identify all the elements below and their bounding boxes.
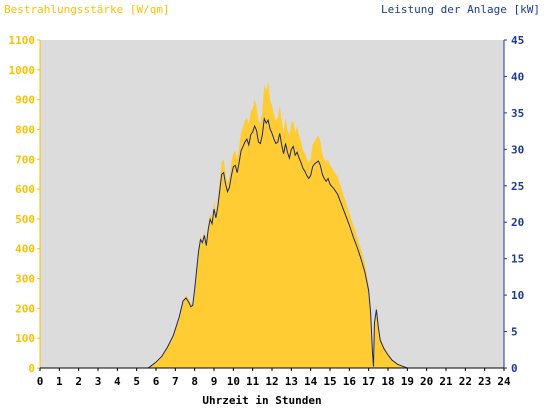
- x-tick-label: 19: [401, 375, 414, 388]
- x-tick-label: 24: [497, 375, 511, 388]
- left-tick-label: 900: [15, 94, 35, 107]
- right-axis-title: Leistung der Anlage [kW]: [381, 3, 540, 16]
- irradiance-area: [40, 81, 504, 368]
- x-tick-label: 22: [459, 375, 472, 388]
- right-tick-label: 20: [511, 216, 524, 229]
- left-tick-label: 500: [15, 213, 35, 226]
- right-tick-label: 15: [511, 253, 524, 266]
- right-tick-label: 40: [511, 70, 524, 83]
- x-tick-label: 7: [172, 375, 179, 388]
- left-tick-label: 100: [15, 332, 35, 345]
- x-tick-label: 1: [56, 375, 63, 388]
- x-tick-label: 0: [37, 375, 44, 388]
- left-tick-label: 300: [15, 273, 35, 286]
- x-tick-label: 16: [343, 375, 357, 388]
- left-tick-label: 200: [15, 302, 35, 315]
- left-tick-label: 400: [15, 243, 35, 256]
- right-tick-label: 10: [511, 289, 524, 302]
- right-tick-label: 35: [511, 107, 524, 120]
- x-tick-label: 8: [191, 375, 198, 388]
- right-tick-label: 30: [511, 143, 524, 156]
- right-tick-label: 5: [511, 326, 518, 339]
- right-tick-label: 0: [511, 362, 518, 375]
- x-tick-label: 13: [285, 375, 298, 388]
- x-tick-label: 21: [439, 375, 453, 388]
- right-tick-label: 45: [511, 34, 524, 47]
- x-tick-label: 23: [478, 375, 491, 388]
- x-tick-label: 20: [420, 375, 433, 388]
- x-tick-label: 14: [304, 375, 318, 388]
- left-axis-title: Bestrahlungsstärke [W/qm]: [4, 3, 170, 16]
- x-tick-label: 9: [211, 375, 218, 388]
- left-tick-label: 1100: [9, 34, 36, 47]
- left-tick-label: 600: [15, 183, 35, 196]
- x-tick-label: 3: [95, 375, 102, 388]
- x-tick-label: 15: [323, 375, 336, 388]
- left-tick-label: 1000: [9, 64, 36, 77]
- left-tick-label: 0: [28, 362, 35, 375]
- x-tick-label: 6: [153, 375, 160, 388]
- irradiance-area-layer: [40, 81, 504, 368]
- x-tick-label: 2: [75, 375, 82, 388]
- x-tick-label: 11: [246, 375, 260, 388]
- x-tick-label: 5: [133, 375, 140, 388]
- ticks-layer: 0100200300400500600700800900100011000510…: [9, 34, 525, 388]
- power-line: [40, 116, 504, 369]
- x-tick-label: 12: [265, 375, 278, 388]
- x-tick-label: 4: [114, 375, 121, 388]
- left-tick-label: 700: [15, 153, 35, 166]
- x-tick-label: 17: [362, 375, 375, 388]
- right-tick-label: 25: [511, 180, 524, 193]
- x-tick-label: 10: [227, 375, 240, 388]
- x-axis-title: Uhrzeit in Stunden: [202, 394, 321, 407]
- x-tick-label: 18: [381, 375, 394, 388]
- left-tick-label: 800: [15, 123, 35, 136]
- power-line-layer: [40, 116, 504, 369]
